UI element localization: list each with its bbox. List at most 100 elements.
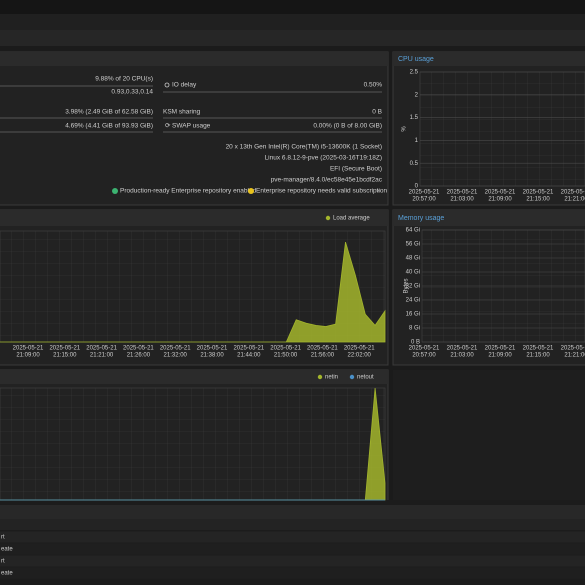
y-tick-label: 2 [415, 92, 419, 98]
x-tick-date: 2025-05-21 [447, 346, 478, 352]
legend-label: netout [357, 375, 374, 381]
x-tick-time: 21:09:00 [488, 353, 512, 359]
x-tick-time: 21:03:00 [450, 197, 474, 203]
y-tick-label: 40 Gi [406, 270, 420, 276]
panel-header [0, 210, 388, 226]
y-tick-label: 1 [415, 138, 419, 144]
x-tick-time: 21:21:00 [564, 353, 585, 359]
task-type: eate [1, 571, 13, 577]
plot-area [419, 71, 585, 187]
sub-toolbar [0, 30, 585, 46]
y-tick-label: 0 B [411, 340, 420, 346]
x-tick-date: 2025-05-21 [523, 190, 554, 196]
x-tick-date: 2025-05-21 [344, 346, 375, 352]
y-tick-label: 64 Gi [406, 228, 420, 234]
empty-area [393, 370, 585, 505]
x-tick-date: 2025-05-21 [123, 346, 154, 352]
panel-header [393, 210, 585, 226]
x-tick-time: 21:32:00 [164, 353, 188, 359]
x-tick-time: 21:44:00 [237, 353, 261, 359]
x-tick-time: 21:15:00 [53, 353, 77, 359]
legend-marker [317, 374, 323, 380]
task-row [0, 567, 585, 579]
label: KSM sharing [163, 109, 201, 116]
x-tick-date: 2025-05-21 [307, 346, 338, 352]
manager-version: pve-manager/8.4.0/ec58e45e1bcdf2ac [271, 177, 383, 184]
task-type: rt [1, 559, 5, 565]
x-tick-date: 2025-05-21 [197, 346, 228, 352]
x-tick-time: 20:57:00 [412, 353, 436, 359]
legend-marker [325, 215, 331, 221]
x-tick-date: 2025-05-21 [485, 346, 516, 352]
legend-label: netin [325, 375, 338, 381]
io-delay: 0.50% [364, 82, 383, 89]
task-row [0, 543, 585, 555]
plot-area [0, 230, 386, 343]
x-tick-date: 2025-05-21 [409, 190, 440, 196]
x-tick-date: 2025-05-21 [561, 346, 585, 352]
task-header [0, 505, 585, 519]
x-tick-time: 21:15:00 [526, 353, 550, 359]
label: IO delay [172, 82, 197, 89]
task-type: eate [1, 547, 13, 553]
x-tick-time: 20:57:00 [412, 197, 436, 203]
hd-usage: 4.69% (4.41 GiB of 93.93 GiB) [65, 123, 153, 130]
panel-title: CPU usage [398, 56, 434, 63]
x-tick-time: 21:38:00 [200, 353, 224, 359]
x-tick-time: 21:03:00 [450, 353, 474, 359]
y-tick-label: 32 Gi [406, 284, 420, 290]
x-tick-time: 22:02:00 [348, 353, 372, 359]
x-tick-date: 2025-05-21 [49, 346, 80, 352]
y-tick-label: 2.5 [410, 70, 419, 76]
x-tick-date: 2025-05-21 [13, 346, 44, 352]
warn-icon [248, 188, 254, 194]
y-tick-label: 0 [415, 184, 419, 190]
task-row [0, 531, 585, 543]
x-tick-time: 21:09:00 [488, 197, 512, 203]
legend-label: Load average [333, 216, 370, 222]
x-tick-date: 2025-05-21 [86, 346, 117, 352]
y-tick-label: 16 Gi [406, 312, 420, 318]
chevron[interactable]: › [377, 188, 379, 195]
area [0, 241, 386, 343]
x-tick-time: 21:15:00 [526, 197, 550, 203]
x-tick-date: 2025-05-21 [160, 346, 191, 352]
x-tick-date: 2025-05-21 [409, 346, 440, 352]
repo-ok: Production-ready Enterprise repository e… [120, 188, 257, 195]
x-tick-date: 2025-05-21 [485, 190, 516, 196]
y-tick-label: 48 Gi [406, 256, 420, 262]
x-tick-time: 21:56:00 [311, 353, 335, 359]
boot-mode: EFI (Secure Boot) [330, 166, 382, 173]
x-tick-date: 2025-05-21 [561, 190, 585, 196]
label: SWAP usage [172, 123, 211, 130]
ksm: 0 B [372, 109, 382, 116]
y-axis-label: % [402, 126, 408, 132]
x-tick-date: 2025-05-21 [447, 190, 478, 196]
x-tick-time: 21:50:00 [274, 353, 298, 359]
y-tick-label: 1.5 [410, 115, 419, 121]
x-tick-time: 21:26:00 [127, 353, 151, 359]
panel-header [393, 52, 585, 66]
y-tick-label: 0.5 [410, 161, 419, 167]
plot-area [0, 387, 386, 501]
x-tick-time: 21:09:00 [16, 353, 40, 359]
toolbar [0, 14, 585, 30]
ram-usage: 3.98% (2.49 GiB of 62.58 GiB) [65, 109, 153, 116]
icon [164, 82, 170, 88]
load-average: 0.93,0.33,0.14 [111, 89, 153, 96]
cpu-usage: 9.88% of 20 CPU(s) [95, 76, 153, 83]
task-columns [0, 519, 585, 530]
legend-marker [349, 374, 355, 380]
panel-header [0, 52, 388, 66]
repo-warn: Enterprise repository needs valid subscr… [256, 188, 388, 195]
x-tick-date: 2025-05-21 [270, 346, 301, 352]
y-tick-label: 8 Gi [409, 326, 420, 332]
y-axis-label: Bytes [404, 278, 410, 293]
task-row [0, 555, 585, 567]
x-tick-time: 21:21:00 [564, 197, 585, 203]
y-tick-label: 24 Gi [406, 298, 420, 304]
task-type: rt [1, 535, 5, 541]
status-panel [0, 51, 389, 206]
x-tick-date: 2025-05-21 [233, 346, 264, 352]
